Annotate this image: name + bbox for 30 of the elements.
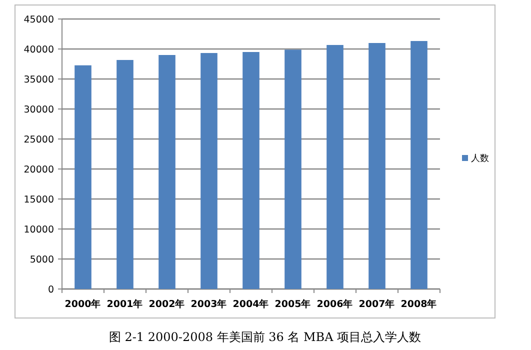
bar <box>200 53 218 289</box>
y-tick-label: 10000 <box>24 224 54 236</box>
x-tick-label: 2003年 <box>190 298 228 310</box>
y-tick-label: 25000 <box>24 134 54 146</box>
x-tick-label: 2000年 <box>64 298 102 310</box>
bar <box>242 52 260 289</box>
x-tick-label: 2008年 <box>400 298 438 310</box>
bar <box>116 60 134 289</box>
y-tick-label: 45000 <box>24 14 54 26</box>
bar <box>158 55 176 289</box>
x-tick-label: 2002年 <box>148 298 186 310</box>
x-tick-label: 2001年 <box>106 298 144 310</box>
bar <box>284 50 302 289</box>
x-tick-label: 2005年 <box>274 298 312 310</box>
y-tick-label: 5000 <box>30 254 54 266</box>
bar <box>368 43 386 289</box>
x-tick-label: 2007年 <box>358 298 396 310</box>
bar <box>410 41 428 289</box>
x-tick-label: 2006年 <box>316 298 354 310</box>
y-tick-label: 30000 <box>24 104 54 116</box>
y-tick-label: 35000 <box>24 74 54 86</box>
caption: 图 2-1 2000-2008 年美国前 36 名 MBA 项目总入学人数 <box>108 330 422 344</box>
y-tick-label: 40000 <box>24 44 54 56</box>
bar <box>326 44 344 289</box>
y-tick-label: 0 <box>48 284 54 296</box>
x-tick-label: 2004年 <box>232 298 270 310</box>
legend-label: 人数 <box>471 153 489 164</box>
y-tick-label: 20000 <box>24 164 54 176</box>
bar <box>74 65 92 289</box>
y-tick-label: 15000 <box>24 194 54 206</box>
